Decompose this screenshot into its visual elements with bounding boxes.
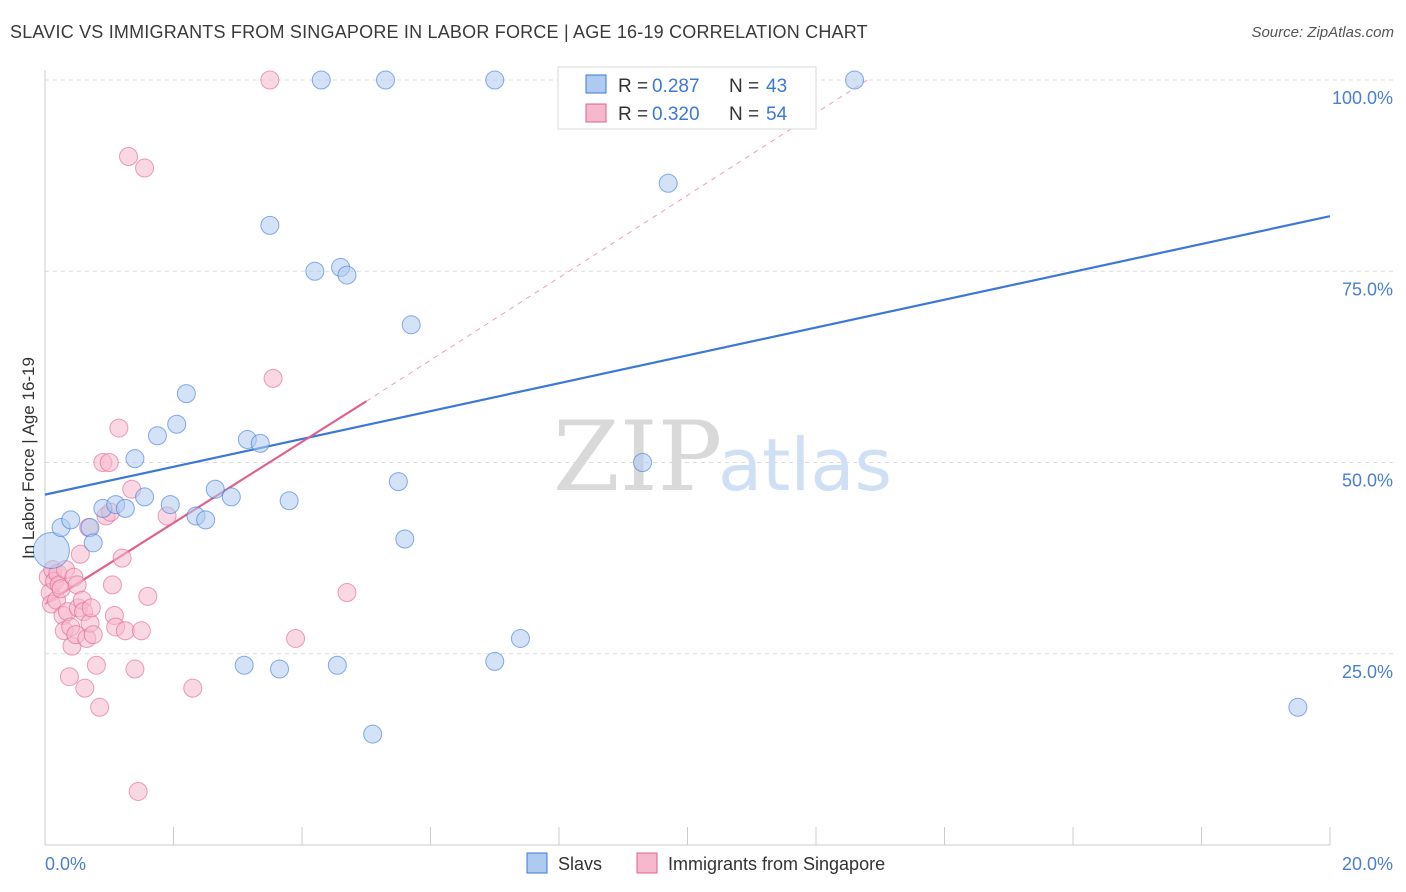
singapore-point-43: [125, 659, 145, 679]
singapore-point-51: [263, 368, 283, 388]
singapore-point-44: [128, 781, 148, 801]
slavs-point-36: [510, 628, 530, 648]
singapore-point-30: [90, 697, 110, 717]
slavs-point-3: [80, 518, 100, 538]
bottom-legend: Slavs Immigrants from Singapore: [526, 852, 885, 874]
legend-r-value-1: 0.287: [652, 76, 700, 97]
slavs-point-34: [485, 70, 505, 90]
slavs-point-29: [363, 724, 383, 744]
slavs-point-8: [125, 449, 145, 469]
slavs-point-15: [196, 510, 216, 530]
slavs-point-13: [176, 384, 196, 404]
slavs-point-4: [83, 533, 103, 553]
y-axis-label: In Labor Force | Age 16-19: [19, 357, 38, 559]
y-tick-label-2: 50.0%: [1342, 471, 1393, 491]
slavs-point-32: [395, 529, 415, 549]
slavs-point-11: [160, 495, 180, 515]
singapore-point-52: [286, 628, 306, 648]
singapore-trend-line: [44, 400, 367, 605]
slavs-point-41: [845, 70, 865, 90]
singapore-point-33: [99, 453, 119, 472]
tick-labels: 100.0% 75.0% 50.0% 25.0% 0.0% 20.0%: [45, 88, 1393, 874]
slavs-point-37: [633, 453, 653, 472]
slavs-point-39: [658, 173, 678, 193]
y-tick-label-1: 75.0%: [1342, 279, 1393, 299]
grid-lines: [45, 79, 1395, 655]
legend-box: R = 0.287 N = 43 R = 0.320 N = 54: [557, 66, 817, 130]
singapore-point-28: [83, 625, 103, 645]
singapore-point-38: [109, 418, 129, 438]
slavs-point-17: [221, 487, 241, 507]
slavs-point-26: [327, 655, 347, 675]
legend-r-value-2: 0.320: [652, 104, 700, 125]
singapore-point-20: [70, 544, 90, 564]
singapore-point-35: [102, 575, 122, 595]
slavs-point-31: [388, 472, 408, 492]
singapore-point-41: [119, 147, 139, 166]
slavs-point-35: [485, 651, 505, 671]
singapore-point-13: [59, 667, 79, 687]
bottom-legend-label-slavs: Slavs: [558, 854, 602, 874]
legend-n-label-1: N =: [729, 76, 759, 97]
singapore-point-23: [75, 678, 95, 698]
watermark-atlas: atlas: [718, 423, 892, 507]
singapore-point-50: [260, 70, 280, 90]
singapore-point-53: [337, 583, 357, 603]
slavs-point-25: [311, 70, 331, 90]
slavs-point-16: [205, 479, 225, 499]
x-tick-label-1: 20.0%: [1342, 854, 1393, 874]
y-tick-label-3: 25.0%: [1342, 662, 1393, 682]
watermark: ZIP atlas: [553, 401, 892, 513]
slavs-point-24: [305, 261, 325, 281]
slavs-point-18: [234, 655, 254, 675]
y-tick-label-0: 100.0%: [1332, 88, 1393, 108]
slavs-point-10: [147, 426, 167, 446]
chart-title: SLAVIC VS IMMIGRANTS FROM SINGAPORE IN L…: [10, 22, 868, 42]
singapore-point-29: [86, 655, 106, 675]
slavs-point-28: [337, 265, 357, 285]
slavs-point-21: [260, 215, 280, 235]
slavs-point-23: [279, 491, 299, 511]
singapore-point-40: [115, 621, 135, 641]
legend-r-label-1: R =: [618, 76, 648, 97]
singapore-point-45: [131, 621, 151, 641]
slavs-point-12: [167, 414, 187, 434]
slavs-point-22: [270, 659, 290, 679]
bottom-legend-swatch-singapore: [636, 852, 658, 874]
slavs-point-2: [61, 510, 81, 530]
slavs-point-30: [376, 70, 396, 90]
slavs-point-9: [135, 487, 155, 507]
trend-lines: [44, 79, 1331, 605]
slavs-point-0: [32, 531, 70, 569]
bottom-legend-label-singapore: Immigrants from Singapore: [668, 854, 885, 874]
slavs-point-7: [115, 498, 135, 518]
x-tick-label-0: 0.0%: [45, 854, 86, 874]
legend-n-value-1: 43: [766, 76, 787, 97]
legend-n-value-2: 54: [766, 104, 788, 125]
bottom-legend-swatch-slavs: [526, 852, 548, 874]
legend-n-label-2: N =: [729, 104, 759, 125]
slavs-point-20: [250, 433, 270, 453]
singapore-point-39: [112, 548, 132, 568]
data-points: [32, 70, 1308, 801]
singapore-point-27: [81, 598, 101, 618]
legend-swatch-pink: [585, 103, 607, 123]
singapore-point-47: [138, 586, 158, 606]
legend-r-label-2: R =: [618, 104, 648, 125]
legend-swatch-blue: [585, 74, 607, 94]
axes: [44, 70, 1331, 846]
singapore-point-46: [135, 158, 155, 178]
slavs-point-33: [401, 315, 421, 335]
slavs-point-42: [1288, 697, 1308, 717]
source-label: Source: ZipAtlas.com: [1251, 24, 1394, 41]
singapore-point-49: [183, 678, 203, 698]
